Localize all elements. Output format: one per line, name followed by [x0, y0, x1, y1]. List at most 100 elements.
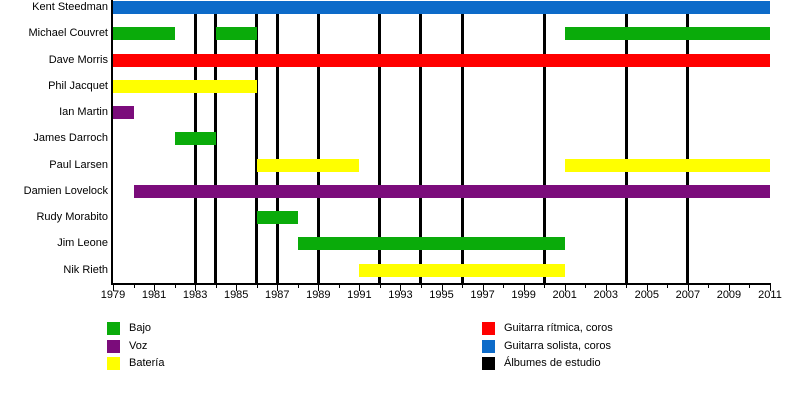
minor-tick [544, 285, 546, 288]
minor-tick [379, 285, 381, 288]
year-tick-label: 2009 [716, 289, 742, 301]
minor-tick [708, 285, 710, 288]
timeline-bar [113, 106, 134, 120]
major-tick [154, 285, 156, 291]
member-label: Kent Steedman [32, 1, 108, 13]
timeline-bar [359, 263, 565, 277]
major-tick [113, 285, 114, 291]
major-tick [687, 285, 689, 291]
minor-tick [585, 285, 587, 288]
member-label: Phil Jacquet [48, 79, 108, 92]
member-label: Dave Morris [48, 53, 108, 66]
album-line [275, 1, 279, 283]
legend-label: Álbumes de estudio [504, 357, 601, 369]
legend-label: Voz [129, 339, 148, 352]
album-line [316, 1, 320, 283]
timeline-bar [133, 184, 770, 198]
year-tick-label: 1987 [265, 289, 290, 301]
minor-tick [215, 285, 217, 288]
major-tick [359, 285, 361, 291]
major-tick [441, 285, 443, 291]
minor-tick [256, 285, 258, 288]
major-tick [236, 285, 238, 291]
major-tick [646, 285, 648, 291]
year-tick-label: 1995 [429, 289, 454, 301]
minor-tick [133, 285, 135, 288]
legend-label: Batería [129, 357, 165, 369]
timeline-bar [113, 79, 257, 93]
major-tick [318, 285, 320, 291]
member-label: Rudy Morabito [36, 211, 108, 224]
year-tick-label: 1991 [347, 289, 372, 301]
major-tick [195, 285, 197, 291]
minor-tick [338, 285, 340, 288]
album-line [255, 1, 259, 283]
minor-tick [667, 285, 669, 288]
album-line [214, 1, 218, 283]
year-tick-label: 1979 [100, 289, 126, 301]
minor-tick [462, 285, 464, 288]
year-tick-label: 1993 [388, 289, 413, 301]
minor-tick [503, 285, 505, 288]
year-tick-label: 2005 [634, 289, 660, 301]
timeline-bar [113, 1, 770, 14]
major-tick [523, 285, 525, 291]
major-tick [564, 285, 566, 291]
major-tick [482, 285, 484, 291]
album-line [542, 1, 546, 283]
year-tick-label: 2003 [593, 289, 618, 301]
legend-swatch-guitarra-solista-coros [482, 339, 495, 353]
member-label: Damien Lovelock [23, 184, 108, 197]
major-tick [605, 285, 607, 291]
timeline-bar [297, 237, 565, 251]
album-line [460, 1, 464, 283]
major-tick [277, 285, 279, 291]
year-tick-label: 1983 [182, 289, 208, 301]
legend-swatch-bater-a [107, 357, 120, 370]
major-tick [728, 285, 730, 291]
year-tick-label: 2007 [675, 289, 701, 301]
legend-swatch--lbumes-de-estudio [482, 357, 495, 370]
minor-tick [297, 285, 299, 288]
year-tick-label: 1999 [511, 289, 536, 301]
member-label: Nik Rieth [63, 263, 108, 276]
major-tick [400, 285, 402, 291]
major-tick [770, 285, 771, 291]
timeline-bar [256, 158, 360, 172]
minor-tick [749, 285, 751, 288]
album-line [419, 1, 423, 283]
member-label: Ian Martin [59, 106, 108, 119]
timeline-bar [564, 27, 770, 41]
year-tick-label: 1989 [306, 289, 331, 301]
timeline-bar [174, 132, 216, 146]
timeline-bar [564, 158, 770, 172]
minor-tick [420, 285, 422, 288]
x-axis-line [111, 283, 771, 285]
member-label: James Darroch [33, 132, 108, 145]
timeline-bar [256, 211, 298, 225]
year-tick-label: 1985 [223, 289, 249, 301]
timeline-bar [113, 27, 175, 41]
legend-swatch-guitarra-r-tmica-coros [482, 322, 495, 335]
minor-tick [174, 285, 176, 288]
year-tick-label: 2011 [758, 289, 782, 301]
member-label: Michael Couvret [28, 27, 108, 40]
member-label: Jim Leone [57, 237, 108, 250]
legend-label: Guitarra solista, coros [504, 339, 611, 352]
legend-swatch-bajo [107, 322, 120, 335]
album-line [624, 1, 628, 283]
year-tick-label: 1997 [470, 289, 495, 301]
timeline-bar [113, 53, 770, 67]
legend-swatch-voz [107, 339, 120, 353]
legend-label: Guitarra rítmica, coros [504, 322, 613, 334]
year-tick-label: 1981 [141, 289, 167, 301]
y-axis-line [111, 0, 113, 284]
minor-tick [626, 285, 628, 288]
year-tick-label: 2001 [552, 289, 577, 301]
member-label: Paul Larsen [49, 158, 108, 171]
album-line [378, 1, 382, 283]
legend-label: Bajo [129, 322, 152, 334]
timeline-bar [215, 27, 257, 41]
album-line [686, 1, 690, 283]
